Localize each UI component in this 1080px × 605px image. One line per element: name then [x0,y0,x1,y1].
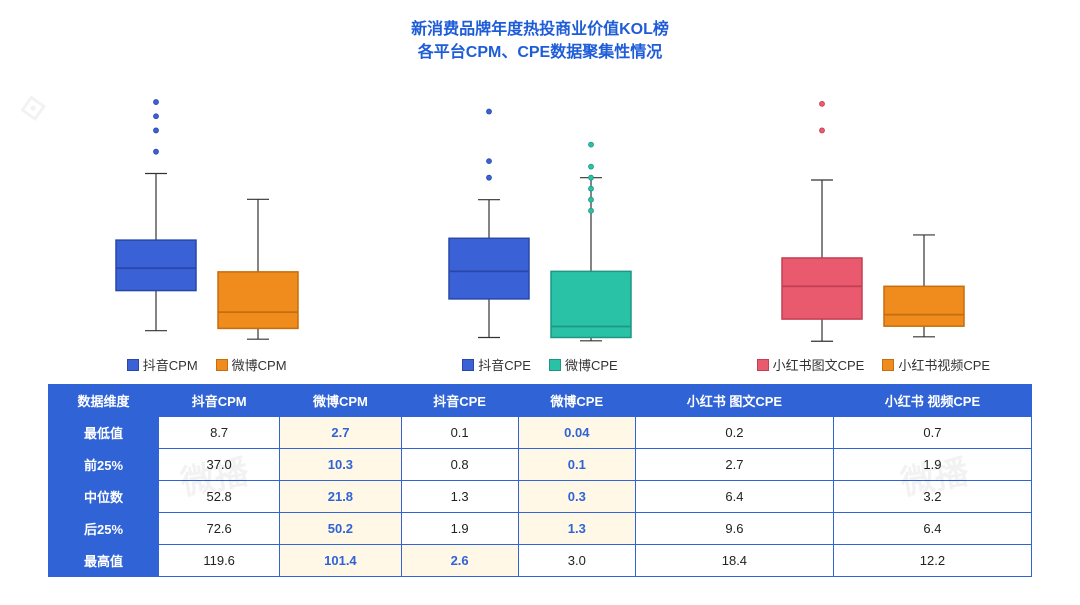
boxplot-panel: 抖音CPE 微博CPE [373,89,706,374]
legend-item: 小红书视频CPE [882,355,990,374]
table-header-cell: 数据维度 [49,385,159,417]
legend-label: 小红书视频CPE [898,355,990,374]
table-header-cell: 小红书 图文CPE [635,385,833,417]
panel-legend: 抖音CPE 微博CPE [462,355,617,374]
data-table: 数据维度抖音CPM微博CPM抖音CPE微博CPE小红书 图文CPE小红书 视频C… [48,384,1032,577]
table-cell: 50.2 [280,513,401,545]
legend-label: 小红书图文CPE [773,355,865,374]
boxplot-panel: 小红书图文CPE 小红书视频CPE [707,89,1040,374]
table-cell: 0.04 [518,417,635,449]
boxplot-svg [723,89,1023,349]
table-cell: 10.3 [280,449,401,481]
table-cell: 101.4 [280,545,401,577]
legend-swatch [127,359,139,371]
table-cell: 2.7 [280,417,401,449]
table-cell: 0.2 [635,417,833,449]
legend-item: 抖音CPE [462,355,531,374]
row-label: 最高值 [49,545,159,577]
table-cell: 9.6 [635,513,833,545]
legend-item: 微博CPM [216,355,287,374]
table-cell: 3.2 [833,481,1031,513]
table-cell: 1.3 [518,513,635,545]
row-label: 后25% [49,513,159,545]
table-cell: 21.8 [280,481,401,513]
box-series [782,102,862,342]
table-cell: 0.1 [401,417,518,449]
table-cell: 8.7 [159,417,280,449]
legend-swatch [216,359,228,371]
boxplot-panels: 抖音CPM 微博CPM 抖音CPE 微博CPE 小红书图文CPE 小红书视频CPE [0,64,1080,374]
table-body: 最低值8.72.70.10.040.20.7前25%37.010.30.80.1… [49,417,1032,577]
table-header-cell: 微博CPE [518,385,635,417]
legend-item: 小红书图文CPE [757,355,865,374]
table-cell: 2.7 [635,449,833,481]
box-series [551,142,631,341]
boxplot-svg [390,89,690,349]
table-row: 中位数52.821.81.30.36.43.2 [49,481,1032,513]
legend-swatch [462,359,474,371]
panel-legend: 小红书图文CPE 小红书视频CPE [757,355,990,374]
table-cell: 72.6 [159,513,280,545]
table-row: 最高值119.6101.42.63.018.412.2 [49,545,1032,577]
box-series [116,100,196,331]
table-header-cell: 抖音CPM [159,385,280,417]
chart-title: 新消费品牌年度热投商业价值KOL榜 各平台CPM、CPE数据聚集性情况 [0,0,1080,64]
table-cell: 0.3 [518,481,635,513]
box-series [218,200,298,340]
legend-label: 抖音CPM [143,355,198,374]
table-cell: 2.6 [401,545,518,577]
table-cell: 1.9 [833,449,1031,481]
table-row: 最低值8.72.70.10.040.20.7 [49,417,1032,449]
table-cell: 18.4 [635,545,833,577]
panel-legend: 抖音CPM 微博CPM [127,355,287,374]
row-label: 中位数 [49,481,159,513]
box-series [884,235,964,337]
boxplot-panel: 抖音CPM 微博CPM [40,89,373,374]
table-cell: 6.4 [635,481,833,513]
legend-item: 微博CPE [549,355,618,374]
title-line1: 新消费品牌年度热投商业价值KOL榜 [411,21,669,38]
legend-swatch [882,359,894,371]
table-header-cell: 微博CPM [280,385,401,417]
table-cell: 3.0 [518,545,635,577]
table-cell: 52.8 [159,481,280,513]
table-cell: 119.6 [159,545,280,577]
table-cell: 1.9 [401,513,518,545]
data-table-wrap: 数据维度抖音CPM微博CPM抖音CPE微博CPE小红书 图文CPE小红书 视频C… [0,374,1080,577]
table-header-cell: 小红书 视频CPE [833,385,1031,417]
table-cell: 12.2 [833,545,1031,577]
table-cell: 0.8 [401,449,518,481]
table-cell: 1.3 [401,481,518,513]
box-series [449,109,529,337]
table-cell: 0.1 [518,449,635,481]
legend-swatch [757,359,769,371]
legend-item: 抖音CPM [127,355,198,374]
legend-label: 抖音CPE [478,355,531,374]
table-row: 前25%37.010.30.80.12.71.9 [49,449,1032,481]
title-line2: 各平台CPM、CPE数据聚集性情况 [418,44,662,61]
row-label: 最低值 [49,417,159,449]
legend-swatch [549,359,561,371]
table-row: 后25%72.650.21.91.39.66.4 [49,513,1032,545]
table-header-row: 数据维度抖音CPM微博CPM抖音CPE微博CPE小红书 图文CPE小红书 视频C… [49,385,1032,417]
legend-label: 微博CPM [232,355,287,374]
table-cell: 37.0 [159,449,280,481]
table-cell: 0.7 [833,417,1031,449]
row-label: 前25% [49,449,159,481]
boxplot-svg [57,89,357,349]
legend-label: 微博CPE [565,355,618,374]
table-cell: 6.4 [833,513,1031,545]
table-header-cell: 抖音CPE [401,385,518,417]
